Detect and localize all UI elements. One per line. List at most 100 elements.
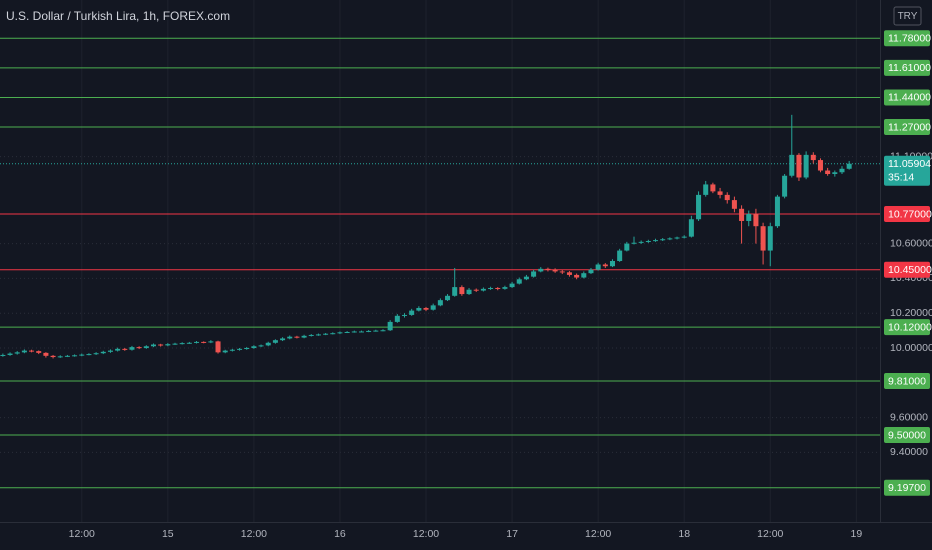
candle-body bbox=[696, 194, 702, 220]
levels bbox=[0, 37, 880, 489]
candle-body bbox=[244, 348, 250, 349]
countdown: 35:14 bbox=[888, 172, 914, 184]
candle-body bbox=[731, 200, 737, 209]
candle-body bbox=[21, 350, 27, 353]
candle-body bbox=[43, 352, 49, 356]
candle-body bbox=[258, 345, 264, 347]
x-tick-label: 12:00 bbox=[757, 528, 783, 540]
candle-body bbox=[796, 154, 802, 178]
candle-body bbox=[86, 354, 92, 356]
candle-body bbox=[344, 331, 350, 333]
candle-body bbox=[602, 264, 608, 267]
level-label-bg bbox=[884, 427, 930, 443]
candle-body bbox=[703, 184, 709, 195]
candle-body bbox=[595, 264, 601, 270]
candle-body bbox=[143, 346, 149, 348]
candle-body bbox=[631, 242, 637, 244]
level-label: 11.78000 bbox=[888, 33, 931, 45]
candle-body bbox=[488, 287, 494, 289]
candle-body bbox=[280, 338, 286, 341]
candle-body bbox=[294, 336, 300, 338]
candle-body bbox=[416, 307, 422, 311]
candle-body bbox=[136, 347, 142, 349]
currency-box[interactable] bbox=[893, 6, 922, 26]
candle-body bbox=[0, 354, 6, 356]
y-tick-label: 9.60000 bbox=[890, 411, 928, 423]
level-label: 10.77000 bbox=[888, 208, 932, 220]
candle-body bbox=[846, 163, 852, 169]
candle-body bbox=[150, 344, 156, 347]
candle-body bbox=[767, 226, 773, 251]
candle-body bbox=[832, 172, 838, 174]
candle-body bbox=[237, 348, 243, 350]
y-tick-label: 10.60000 bbox=[890, 237, 932, 249]
candle-body bbox=[437, 300, 443, 306]
candle-body bbox=[323, 333, 329, 335]
candle-body bbox=[251, 346, 257, 348]
candle-body bbox=[538, 268, 544, 272]
candle-body bbox=[473, 289, 479, 291]
candle-body bbox=[366, 330, 372, 332]
last-price-label-bg bbox=[884, 155, 930, 186]
candle-body bbox=[229, 349, 235, 351]
currency[interactable]: TRY bbox=[898, 11, 918, 22]
candle-body bbox=[531, 271, 537, 277]
candle-body bbox=[36, 351, 42, 353]
y-tick-label: 10.00000 bbox=[890, 342, 932, 354]
candle-body bbox=[574, 274, 580, 278]
candle-body bbox=[581, 273, 587, 278]
candle-body bbox=[394, 315, 400, 322]
level-label-bg bbox=[884, 479, 930, 496]
candle-body bbox=[566, 272, 572, 275]
candle-body bbox=[674, 237, 680, 239]
candle-body bbox=[122, 348, 128, 350]
x-tick-label: 16 bbox=[334, 528, 346, 540]
level-label-bg bbox=[884, 59, 930, 76]
candle-body bbox=[430, 305, 436, 310]
y-tick-label: 10.20000 bbox=[890, 307, 932, 319]
x-tick-label: 18 bbox=[678, 528, 690, 540]
level-label: 9.50000 bbox=[888, 429, 926, 441]
candle-body bbox=[588, 269, 594, 274]
candle-body bbox=[165, 344, 171, 346]
candle-body bbox=[315, 334, 321, 336]
candle-body bbox=[201, 341, 207, 343]
candle-body bbox=[617, 250, 623, 261]
candle-body bbox=[445, 295, 451, 301]
candle-body bbox=[14, 352, 20, 354]
candle-body bbox=[172, 343, 178, 345]
candle-body bbox=[93, 353, 99, 355]
candle-body bbox=[72, 355, 78, 357]
x-tick-label: 12:00 bbox=[413, 528, 439, 540]
level-label: 10.45000 bbox=[888, 264, 932, 276]
last-price-label: 11.05904 bbox=[888, 158, 931, 170]
candle-body bbox=[502, 287, 508, 289]
candle-body bbox=[667, 238, 673, 240]
candle-body bbox=[688, 219, 694, 237]
level-label: 11.44000 bbox=[888, 92, 931, 104]
x-tick-label: 17 bbox=[506, 528, 518, 540]
candle-body bbox=[79, 354, 85, 356]
level-label-bg bbox=[884, 261, 930, 278]
candle-body bbox=[107, 350, 113, 352]
candle-body bbox=[452, 287, 458, 296]
candle-body bbox=[272, 340, 278, 343]
candle-body bbox=[330, 333, 336, 335]
candle-body bbox=[57, 356, 63, 358]
candle-body bbox=[7, 353, 13, 355]
candle-body bbox=[215, 341, 221, 353]
candle-body bbox=[409, 310, 415, 315]
level-label: 11.27000 bbox=[888, 121, 931, 133]
candle-body bbox=[194, 341, 200, 343]
candle-body bbox=[782, 175, 788, 197]
candle-body bbox=[739, 208, 745, 221]
candle-body bbox=[609, 261, 615, 267]
candle-body bbox=[810, 154, 816, 161]
level-label-bg bbox=[884, 373, 930, 390]
candle-body bbox=[660, 239, 666, 241]
candle-body bbox=[681, 236, 687, 238]
candle-body bbox=[50, 355, 56, 358]
candle-body bbox=[466, 289, 472, 295]
candle-body bbox=[358, 331, 364, 333]
